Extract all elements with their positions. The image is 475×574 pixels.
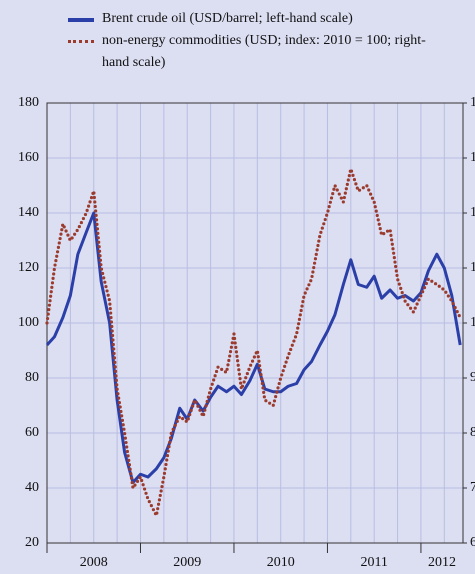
y2-tick-label: 120: [470, 205, 475, 220]
y-tick-label: 60: [25, 425, 39, 440]
x-tick-label: 2011: [360, 555, 387, 570]
y2-tick-label: 130: [470, 150, 475, 165]
legend-item: non-energy commodities (USD; index: 2010…: [68, 30, 438, 74]
legend-label: non-energy commodities (USD; index: 2010…: [102, 33, 426, 70]
y2-tick-label: 80: [470, 425, 475, 440]
y-tick-label: 80: [25, 370, 39, 385]
series-line: [45, 211, 462, 484]
y2-tick-label: 70: [470, 480, 475, 495]
y2-tick-label: 100: [470, 315, 475, 330]
x-tick-label: 2009: [173, 555, 201, 570]
legend-swatch: [68, 18, 94, 22]
y2-tick-label: 140: [470, 95, 475, 110]
legend-item: Brent crude oil (USD/barrel; left-hand s…: [68, 8, 438, 30]
series-line: [45, 167, 462, 518]
x-tick-label: 2012: [428, 555, 456, 570]
y2-tick-label: 110: [470, 260, 475, 275]
y-tick-label: 140: [18, 205, 39, 220]
y-tick-label: 20: [25, 535, 39, 550]
y-tick-label: 120: [18, 260, 39, 275]
x-tick-label: 2010: [267, 555, 295, 570]
legend-label: Brent crude oil (USD/barrel; left-hand s…: [102, 11, 353, 26]
legend: Brent crude oil (USD/barrel; left-hand s…: [68, 8, 438, 74]
legend-swatch: [68, 40, 94, 43]
y-tick-label: 160: [18, 150, 39, 165]
x-tick-label: 2008: [80, 555, 108, 570]
y-tick-label: 100: [18, 315, 39, 330]
y2-tick-label: 60: [470, 535, 475, 550]
y-tick-label: 40: [25, 480, 39, 495]
y2-tick-label: 90: [470, 370, 475, 385]
y-tick-label: 180: [18, 95, 39, 110]
